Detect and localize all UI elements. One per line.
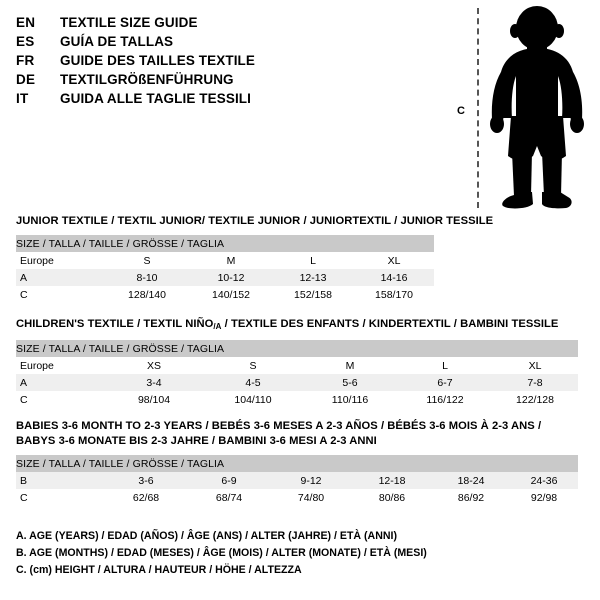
- guide-title-it: GUIDA ALLE TAGLIE TESSILI: [60, 91, 251, 106]
- table-row: C 98/104 104/110 110/116 116/122 122/128: [16, 391, 578, 408]
- children-a-xs: 3-4: [104, 374, 204, 391]
- babies-c-18-24: 86/92: [457, 491, 485, 504]
- language-code-it: IT: [16, 91, 29, 106]
- language-row: ES GUÍA DE TALLAS: [16, 32, 316, 51]
- language-code-en: EN: [16, 15, 36, 30]
- children-c-l: 116/122: [426, 393, 464, 406]
- children-row-label-europe: Europe: [20, 359, 54, 372]
- junior-a-s: 8-10: [104, 269, 190, 286]
- junior-a-l: 12-13: [272, 269, 354, 286]
- guide-title-de: TEXTILGRÖßENFÜHRUNG: [60, 72, 234, 87]
- language-row: DE TEXTILGRÖßENFÜHRUNG: [16, 70, 316, 89]
- guide-title-fr: GUIDE DES TAILLES TEXTILE: [60, 53, 256, 68]
- junior-textile-section: JUNIOR TEXTILE / TEXTIL JUNIOR/ TEXTILE …: [16, 214, 494, 303]
- table-row: C 62/68 68/74 74/80 80/86 86/92 92/98: [16, 489, 578, 506]
- junior-a-xl: 14-16: [354, 269, 435, 286]
- measure-label-c: C: [457, 105, 465, 117]
- children-size-bar-label: SIZE / TALLA / TAILLE / GRÖSSE / TAGLIA: [16, 340, 579, 357]
- junior-row-label-a: A: [16, 269, 104, 286]
- junior-europe-l: L: [310, 254, 316, 267]
- children-title-sub: /A: [213, 322, 222, 331]
- children-a-m: 5-6: [302, 374, 398, 391]
- language-title-block: EN TEXTILE SIZE GUIDE ES GUÍA DE TALLAS …: [16, 13, 316, 108]
- junior-c-xl: 158/170: [375, 288, 413, 301]
- babies-row-label-b: B: [16, 472, 104, 489]
- babies-c-9-12: 74/80: [297, 491, 325, 504]
- babies-table-header-bar: SIZE / TALLA / TAILLE / GRÖSSE / TAGLIA: [16, 455, 579, 472]
- children-europe-xl: XL: [528, 359, 542, 372]
- babies-b-18-24: 18-24: [432, 472, 510, 489]
- children-table-header-bar: SIZE / TALLA / TAILLE / GRÖSSE / TAGLIA: [16, 340, 579, 357]
- children-section-title: CHILDREN'S TEXTILE / TEXTIL NIÑO/A / TEX…: [16, 317, 578, 334]
- children-c-m: 110/116: [331, 393, 369, 406]
- babies-c-6-9: 68/74: [215, 491, 243, 504]
- toddler-silhouette-icon: [490, 6, 584, 209]
- children-row-label-a: A: [16, 374, 104, 391]
- guide-title-es: GUÍA DE TALLAS: [60, 34, 174, 49]
- children-a-xl: 7-8: [492, 374, 579, 391]
- babies-size-bar-label: SIZE / TALLA / TAILLE / GRÖSSE / TAGLIA: [16, 455, 579, 472]
- babies-b-3-6: 3-6: [104, 472, 188, 489]
- children-c-xl: 122/128: [516, 393, 554, 406]
- junior-europe-xl: XL: [387, 254, 401, 267]
- children-textile-section: CHILDREN'S TEXTILE / TEXTIL NIÑO/A / TEX…: [16, 317, 579, 408]
- babies-section-title-line2: BABYS 3-6 MONATE BIS 2-3 JAHRE / BAMBINI…: [16, 435, 377, 447]
- babies-b-24-36: 24-36: [510, 472, 579, 489]
- junior-row-label-c: C: [20, 288, 28, 301]
- babies-section-title-line1: BABIES 3-6 MONTH TO 2-3 YEARS / BEBÉS 3-…: [16, 420, 542, 432]
- language-code-de: DE: [16, 72, 36, 87]
- legend-line-a: A. AGE (YEARS) / EDAD (AÑOS) / ÂGE (ANS)…: [16, 530, 397, 542]
- children-row-label-c: C: [20, 393, 28, 406]
- table-row: Europe S M L XL: [16, 252, 434, 269]
- table-row: C 128/140 140/152 152/158 158/170: [16, 286, 434, 303]
- table-row: Europe XS S M L XL: [16, 357, 578, 374]
- junior-row-label-europe: Europe: [20, 254, 54, 267]
- babies-b-9-12: 9-12: [270, 472, 352, 489]
- junior-a-m: 10-12: [190, 269, 272, 286]
- language-row: FR GUIDE DES TAILLES TEXTILE: [16, 51, 316, 70]
- table-row: A 3-4 4-5 5-6 6-7 7-8: [16, 374, 579, 391]
- babies-b-6-9: 6-9: [188, 472, 270, 489]
- children-europe-s: S: [249, 359, 257, 372]
- babies-c-24-36: 92/98: [530, 491, 558, 504]
- babies-size-table: SIZE / TALLA / TAILLE / GRÖSSE / TAGLIA …: [16, 455, 579, 506]
- children-europe-l: L: [442, 359, 448, 372]
- language-row: EN TEXTILE SIZE GUIDE: [16, 13, 316, 32]
- junior-table-header-bar: SIZE / TALLA / TAILLE / GRÖSSE / TAGLIA: [16, 235, 435, 252]
- junior-size-table: SIZE / TALLA / TAILLE / GRÖSSE / TAGLIA …: [16, 235, 435, 303]
- junior-c-s: 128/140: [128, 288, 166, 301]
- legend-line-b: B. AGE (MONTHS) / EDAD (MESES) / ÂGE (MO…: [16, 547, 427, 559]
- babies-c-3-6: 62/68: [132, 491, 160, 504]
- junior-size-bar-label: SIZE / TALLA / TAILLE / GRÖSSE / TAGLIA: [16, 235, 435, 252]
- guide-title-en: TEXTILE SIZE GUIDE: [60, 15, 198, 30]
- children-c-s: 104/110: [234, 393, 272, 406]
- junior-europe-s: S: [143, 254, 151, 267]
- children-a-s: 4-5: [204, 374, 302, 391]
- children-a-l: 6-7: [398, 374, 492, 391]
- babies-textile-section: BABIES 3-6 MONTH TO 2-3 YEARS / BEBÉS 3-…: [16, 419, 579, 506]
- junior-section-title: JUNIOR TEXTILE / TEXTIL JUNIOR/ TEXTILE …: [16, 215, 494, 227]
- children-europe-m: M: [345, 359, 355, 372]
- language-code-es: ES: [16, 34, 35, 49]
- table-row: B 3-6 6-9 9-12 12-18 18-24 24-36: [16, 472, 579, 489]
- junior-europe-m: M: [226, 254, 236, 267]
- measurement-figure: C: [440, 0, 600, 215]
- legend-line-c: C. (cm) HEIGHT / ALTURA / HAUTEUR / HÖHE…: [16, 564, 302, 576]
- language-row: IT GUIDA ALLE TAGLIE TESSILI: [16, 89, 316, 108]
- children-title-post: / TEXTILE DES ENFANTS / KINDERTEXTIL / B…: [221, 318, 559, 330]
- babies-c-12-18: 80/86: [378, 491, 406, 504]
- children-title-pre: CHILDREN'S TEXTILE / TEXTIL NIÑO: [16, 318, 214, 330]
- babies-row-label-c: C: [20, 491, 28, 504]
- junior-c-m: 140/152: [212, 288, 250, 301]
- children-c-xs: 98/104: [137, 393, 171, 406]
- children-size-table: SIZE / TALLA / TAILLE / GRÖSSE / TAGLIA …: [16, 340, 579, 408]
- measurement-legend: A. AGE (YEARS) / EDAD (AÑOS) / ÂGE (ANS)…: [16, 528, 516, 579]
- table-row: A 8-10 10-12 12-13 14-16: [16, 269, 435, 286]
- babies-b-12-18: 12-18: [352, 472, 432, 489]
- height-measure-line: [477, 8, 479, 208]
- language-code-fr: FR: [16, 53, 35, 68]
- junior-c-l: 152/158: [294, 288, 332, 301]
- children-europe-xs: XS: [146, 359, 161, 372]
